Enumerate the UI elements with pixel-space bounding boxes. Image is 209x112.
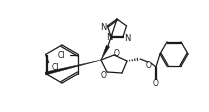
Text: O: O (153, 79, 159, 88)
Text: O: O (101, 71, 107, 80)
Text: N: N (124, 33, 130, 42)
Text: N: N (100, 23, 107, 32)
Text: Cl: Cl (52, 62, 59, 71)
Text: N: N (106, 32, 112, 41)
Text: Cl: Cl (58, 51, 65, 59)
Polygon shape (101, 46, 110, 60)
Text: O: O (114, 49, 120, 58)
Text: O: O (146, 61, 152, 70)
Polygon shape (45, 60, 101, 75)
